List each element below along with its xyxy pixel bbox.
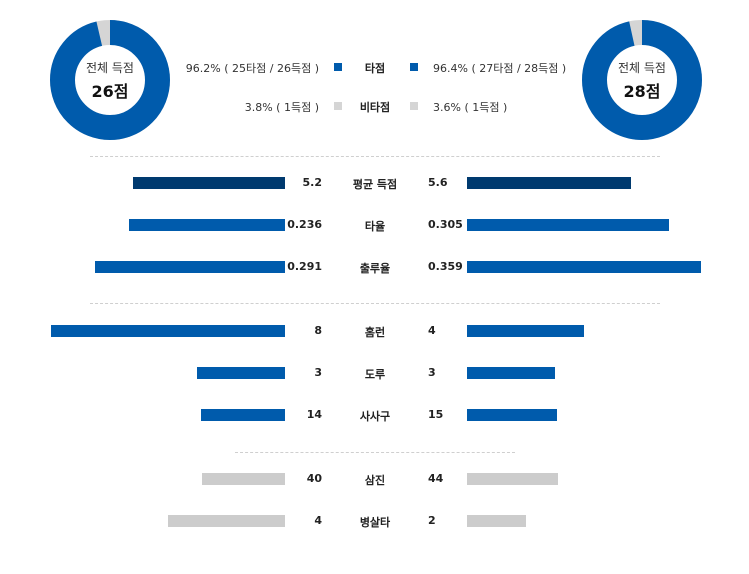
right-hit-legend-text: 96.4% ( 27타점 / 28득점 ) — [433, 62, 567, 75]
legend-hit-row: 96.2% ( 25타점 / 26득점 ) 타점 96.4% ( 27타점 / … — [0, 60, 749, 75]
stat-row: 8 4 홈런 — [0, 324, 749, 339]
stat-label: 사사구 — [359, 410, 391, 423]
right-bar — [467, 177, 631, 189]
right-value-label: 2 — [428, 514, 436, 527]
divider-3 — [235, 452, 515, 453]
right-value-label: 15 — [428, 408, 444, 421]
stat-label: 도루 — [364, 368, 386, 381]
nonhit-legend-swatch-left — [334, 102, 342, 110]
stat-row: 0.236 0.305 타율 — [0, 218, 749, 233]
left-bar — [201, 409, 285, 421]
right-bar — [467, 473, 558, 485]
left-bar — [129, 219, 285, 231]
stat-row: 40 44 삼진 — [0, 472, 749, 487]
right-bar — [467, 409, 557, 421]
right-donut-chart — [582, 20, 702, 140]
right-value-label: 3 — [428, 366, 436, 379]
right-value-label: 0.359 — [428, 260, 463, 273]
right-bar — [467, 261, 701, 273]
left-value-label: 40 — [306, 472, 322, 485]
stat-row: 3 3 도루 — [0, 366, 749, 381]
right-bar — [467, 219, 669, 231]
stat-label: 삼진 — [364, 474, 386, 487]
right-bar — [467, 367, 555, 379]
stat-label: 병살타 — [359, 516, 391, 529]
nonhit-legend-swatch-right — [410, 102, 418, 110]
left-bar — [95, 261, 285, 273]
left-value-label: 0.236 — [287, 218, 322, 231]
left-bar — [197, 367, 285, 379]
divider-2 — [90, 303, 660, 304]
divider-1 — [90, 156, 660, 157]
stat-label: 출루율 — [359, 262, 391, 275]
right-value-label: 5.6 — [428, 176, 448, 189]
left-value-label: 0.291 — [287, 260, 322, 273]
right-value-label: 4 — [428, 324, 436, 337]
hit-legend-swatch-left — [334, 63, 342, 71]
right-value-label: 44 — [428, 472, 444, 485]
stat-row: 14 15 사사구 — [0, 408, 749, 423]
left-bar — [133, 177, 285, 189]
left-bar — [168, 515, 285, 527]
right-value-label: 0.305 — [428, 218, 463, 231]
stat-row: 0.291 0.359 출루율 — [0, 260, 749, 275]
left-value-label: 5.2 — [302, 176, 323, 189]
left-value-label: 8 — [314, 324, 322, 337]
left-team-donut: 전체 득점 26점 — [50, 20, 170, 140]
left-nonhit-legend-text: 3.8% ( 1득점 ) — [244, 101, 319, 114]
stat-label: 홈런 — [364, 326, 386, 339]
left-value-label: 3 — [314, 366, 322, 379]
stat-label: 타율 — [364, 220, 386, 233]
left-hit-legend-text: 96.2% ( 25타점 / 26득점 ) — [185, 62, 319, 75]
right-team-donut: 전체 득점 28점 — [582, 20, 702, 140]
right-donut-hit-slice — [582, 20, 702, 140]
right-bar — [467, 325, 584, 337]
hit-legend-label: 타점 — [364, 62, 386, 75]
left-value-label: 14 — [306, 408, 322, 421]
left-bar — [202, 473, 285, 485]
left-value-label: 4 — [314, 514, 322, 527]
left-bar — [51, 325, 285, 337]
hit-legend-swatch-right — [410, 63, 418, 71]
stat-row: 5.2 5.6 평균 득점 — [0, 176, 749, 191]
left-donut-chart — [50, 20, 170, 140]
left-donut-hit-slice — [50, 20, 170, 140]
stat-label: 평균 득점 — [352, 178, 398, 191]
stat-row: 4 2 병살타 — [0, 514, 749, 529]
legend-nonhit-row: 3.8% ( 1득점 ) 비타점 3.6% ( 1득점 ) — [0, 99, 749, 114]
nonhit-legend-label: 비타점 — [359, 101, 391, 114]
right-bar — [467, 515, 526, 527]
right-nonhit-legend-text: 3.6% ( 1득점 ) — [433, 101, 508, 114]
